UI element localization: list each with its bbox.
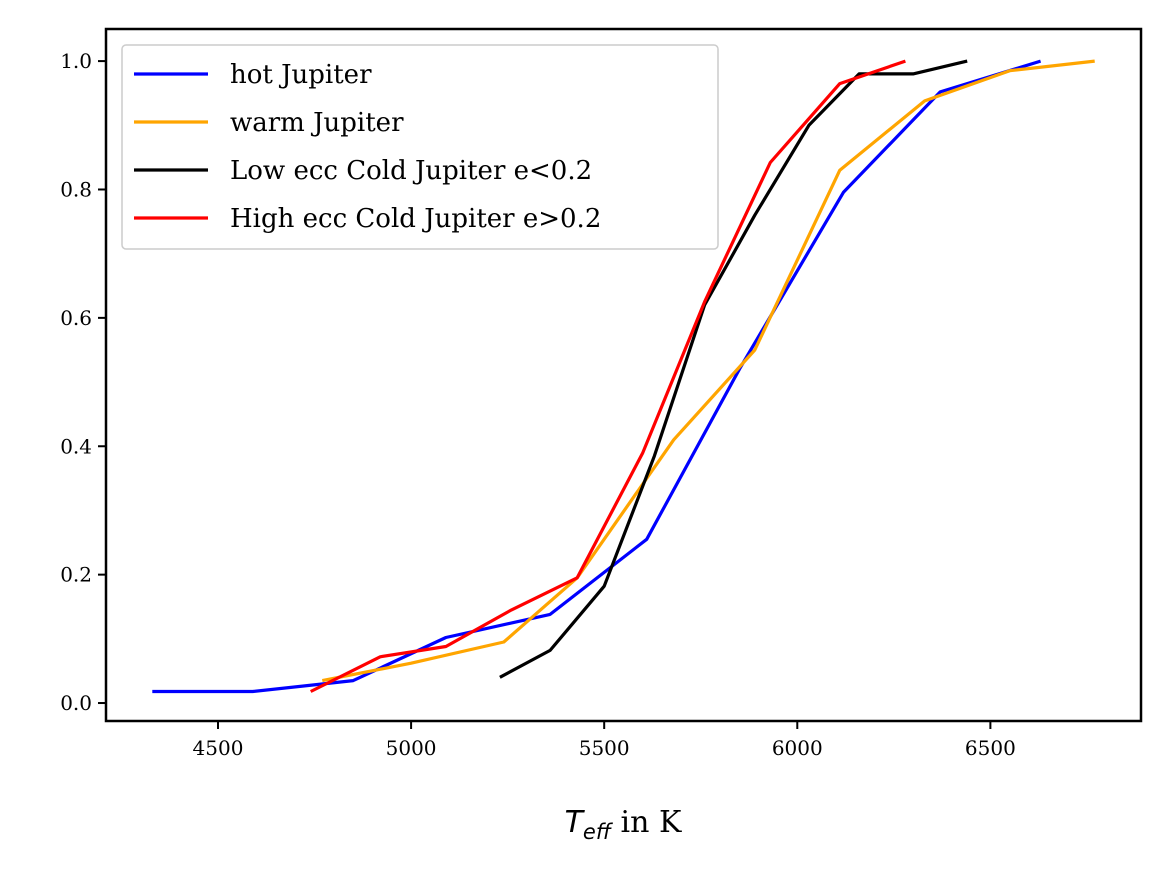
x-axis-label-main: T bbox=[565, 805, 586, 840]
series-line-0 bbox=[152, 59, 1042, 694]
x-tick-label-3: 6000 bbox=[772, 736, 823, 760]
ticks-layer: 4500 5000 5500 6000 6500 0.0 0.2 0.4 0.6 0.8 1.0 bbox=[60, 49, 1016, 760]
series-layer bbox=[152, 59, 1095, 694]
x-axis-label-rest: in K bbox=[611, 805, 682, 840]
plot-frame bbox=[104, 27, 1143, 723]
legend: hot Jupiter warm Jupiter Low ecc Cold Jupi… bbox=[121, 44, 719, 250]
y-tick-label-5: 1.0 bbox=[60, 49, 92, 73]
series-line-3 bbox=[309, 59, 906, 693]
legend-box bbox=[121, 44, 719, 250]
x-axis-label: Teff in K bbox=[565, 805, 682, 844]
legend-label-3: High ecc Cold Jupiter e>0.2 bbox=[230, 204, 601, 234]
series-line-2 bbox=[499, 59, 968, 679]
x-axis-label-sub: eff bbox=[583, 820, 614, 844]
x-tick-label-4: 6500 bbox=[965, 736, 1016, 760]
x-tick-label-1: 5000 bbox=[386, 736, 437, 760]
x-tick-label-0: 4500 bbox=[193, 736, 244, 760]
y-tick-label-2: 0.4 bbox=[60, 434, 92, 458]
y-tick-label-1: 0.2 bbox=[60, 563, 92, 587]
y-tick-label-0: 0.0 bbox=[60, 691, 92, 715]
y-tick-label-4: 0.8 bbox=[60, 177, 92, 201]
legend-label-1: warm Jupiter bbox=[230, 108, 404, 138]
series-line-1 bbox=[321, 59, 1095, 683]
y-tick-label-3: 0.6 bbox=[60, 306, 92, 330]
legend-label-0: hot Jupiter bbox=[230, 60, 372, 90]
legend-label-2: Low ecc Cold Jupiter e<0.2 bbox=[230, 156, 592, 186]
x-tick-label-2: 5500 bbox=[579, 736, 630, 760]
